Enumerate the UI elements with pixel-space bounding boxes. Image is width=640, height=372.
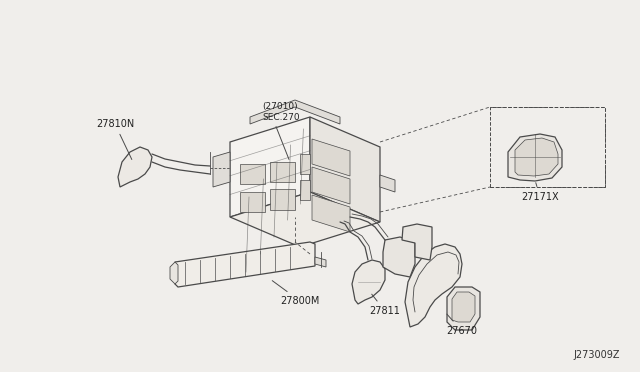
Polygon shape	[452, 292, 475, 322]
Polygon shape	[405, 244, 462, 327]
Polygon shape	[515, 138, 558, 176]
Polygon shape	[447, 287, 480, 330]
Polygon shape	[312, 139, 350, 176]
Polygon shape	[270, 189, 295, 210]
Polygon shape	[250, 100, 340, 124]
Text: 27811: 27811	[369, 294, 401, 316]
Text: 27800M: 27800M	[272, 280, 320, 306]
Polygon shape	[402, 224, 432, 260]
Polygon shape	[118, 147, 152, 187]
Text: J273009Z: J273009Z	[573, 350, 620, 360]
Polygon shape	[352, 260, 385, 304]
Polygon shape	[175, 242, 315, 287]
Polygon shape	[312, 195, 350, 232]
Polygon shape	[380, 175, 395, 192]
Polygon shape	[270, 162, 295, 182]
Text: SEC.270: SEC.270	[262, 112, 300, 122]
Text: 27670: 27670	[447, 314, 477, 336]
Polygon shape	[315, 257, 326, 267]
Text: 27171X: 27171X	[521, 183, 559, 202]
Polygon shape	[300, 154, 310, 174]
Polygon shape	[240, 192, 265, 212]
Polygon shape	[240, 164, 265, 184]
Polygon shape	[300, 180, 310, 200]
Polygon shape	[230, 192, 380, 247]
Polygon shape	[213, 152, 230, 187]
Polygon shape	[312, 167, 350, 204]
Polygon shape	[170, 262, 178, 284]
Polygon shape	[508, 134, 562, 181]
Polygon shape	[383, 237, 415, 277]
Polygon shape	[230, 117, 310, 217]
Bar	[490, 107, 605, 187]
Polygon shape	[310, 117, 380, 222]
Text: 27810N: 27810N	[96, 119, 134, 160]
Text: (27010): (27010)	[262, 103, 298, 112]
